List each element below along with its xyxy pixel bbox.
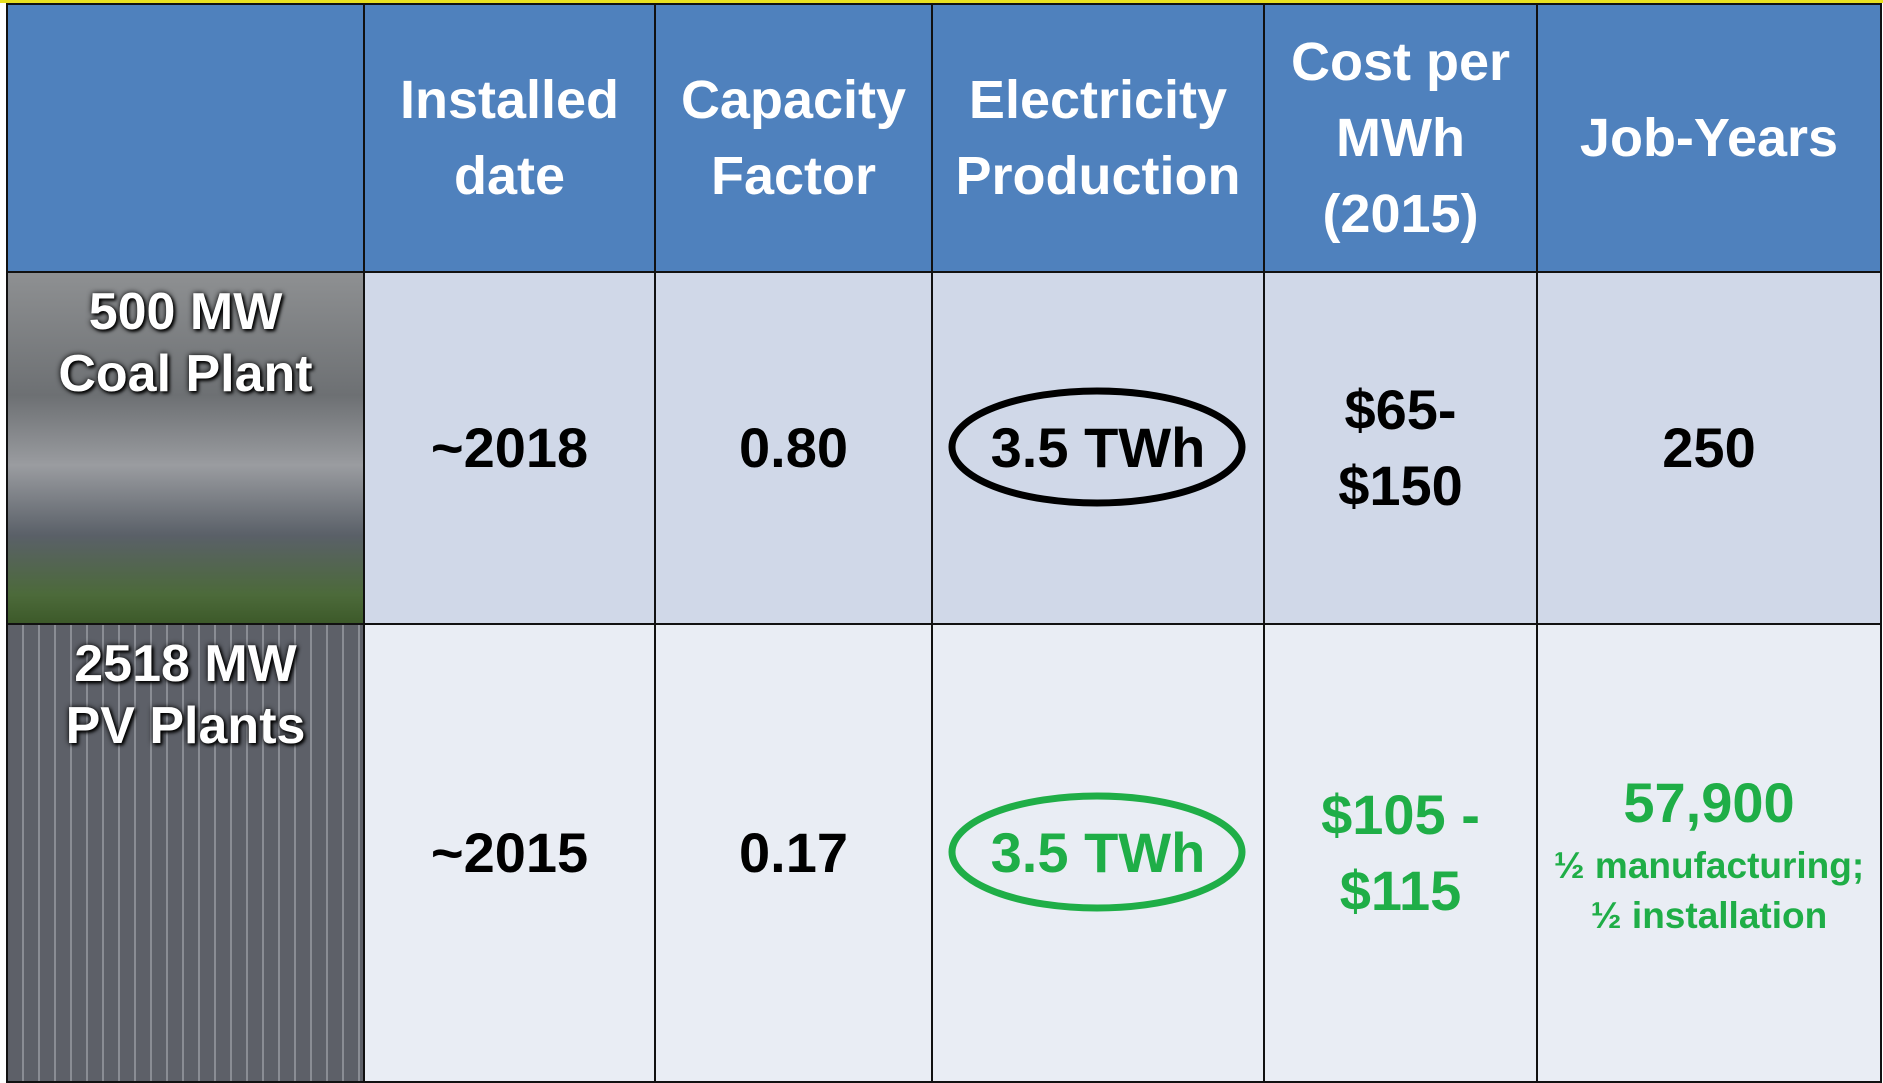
cell-text: 250 bbox=[1662, 410, 1755, 486]
data-cell: 3.5 TWh bbox=[931, 271, 1265, 625]
header-corner bbox=[6, 3, 365, 273]
header-cell: Job-Years bbox=[1536, 3, 1882, 273]
cell-text: ~2015 bbox=[431, 815, 588, 891]
cell-text: Production bbox=[956, 138, 1241, 214]
cell-text: ½ manufacturing; bbox=[1554, 841, 1864, 891]
cell-text: ~2018 bbox=[431, 410, 588, 486]
cell-text: Coal Plant bbox=[58, 343, 312, 405]
slide-table: InstalleddateCapacityFactorElectricityPr… bbox=[0, 0, 1883, 1081]
data-cell: 0.17 bbox=[654, 623, 933, 1083]
data-cell: ~2015 bbox=[363, 623, 656, 1083]
data-cell: $65-$150 bbox=[1263, 271, 1538, 625]
cell-text: $105 - bbox=[1321, 777, 1480, 853]
data-cell: 0.80 bbox=[654, 271, 933, 625]
cell-text: (2015) bbox=[1322, 176, 1478, 252]
cell-text: 3.5 TWh bbox=[991, 410, 1206, 486]
cell-text: 2518 MW bbox=[74, 633, 297, 695]
cell-text: Job-Years bbox=[1580, 100, 1838, 176]
cell-text: Installed bbox=[400, 62, 619, 138]
cell-text: 0.17 bbox=[739, 815, 848, 891]
cell-text: MWh bbox=[1336, 100, 1465, 176]
cell-text: Capacity bbox=[681, 62, 906, 138]
cell-text: $150 bbox=[1338, 448, 1463, 524]
data-cell: $105 -$115 bbox=[1263, 623, 1538, 1083]
cell-text: 3.5 TWh bbox=[991, 815, 1206, 891]
cell-text: $115 bbox=[1340, 853, 1462, 929]
cell-text: $65- bbox=[1344, 372, 1456, 448]
cell-text: Electricity bbox=[969, 62, 1227, 138]
cell-text: ½ installation bbox=[1591, 891, 1827, 941]
cell-text: Cost per bbox=[1291, 24, 1510, 100]
cell-text: 0.80 bbox=[739, 410, 848, 486]
cell-text: PV Plants bbox=[66, 695, 306, 757]
data-cell: 250 bbox=[1536, 271, 1882, 625]
cell-text: 500 MW bbox=[89, 281, 283, 343]
data-cell: ~2018 bbox=[363, 271, 656, 625]
cell-text: 57,900 bbox=[1623, 765, 1794, 841]
cell-text: Factor bbox=[711, 138, 876, 214]
data-cell: 3.5 TWh bbox=[931, 623, 1265, 1083]
cell-text: date bbox=[454, 138, 565, 214]
